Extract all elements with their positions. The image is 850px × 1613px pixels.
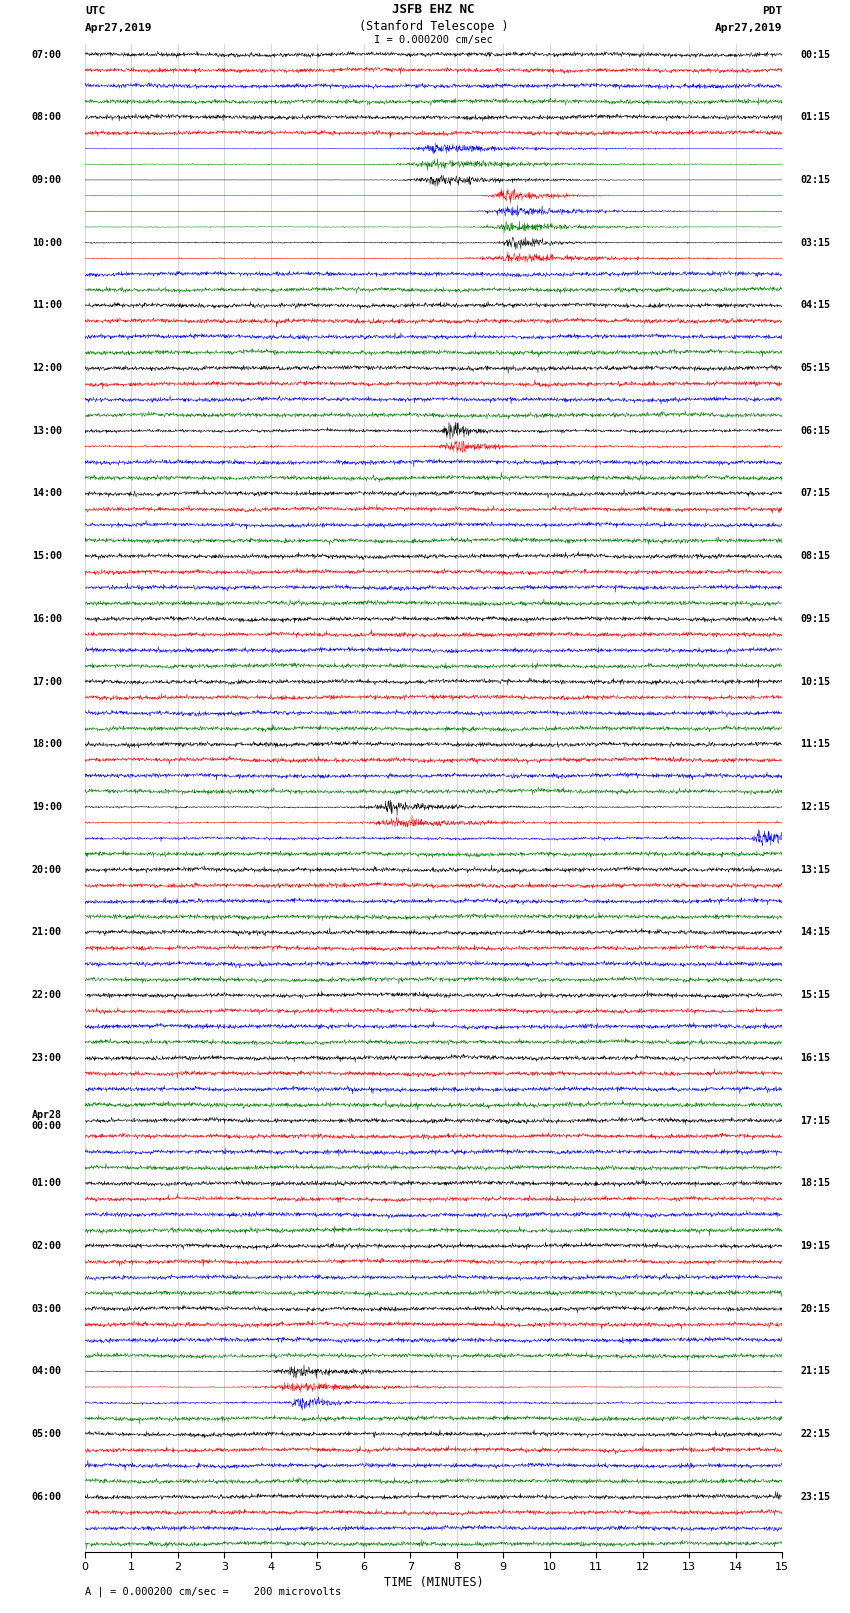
Text: 07:15: 07:15 — [801, 489, 830, 498]
Text: 00:15: 00:15 — [801, 50, 830, 60]
Text: 10:00: 10:00 — [31, 237, 62, 248]
Text: 12:00: 12:00 — [31, 363, 62, 373]
Text: 05:00: 05:00 — [31, 1429, 62, 1439]
Text: 11:00: 11:00 — [31, 300, 62, 310]
X-axis label: TIME (MINUTES): TIME (MINUTES) — [383, 1576, 484, 1589]
Text: 12:15: 12:15 — [801, 802, 830, 811]
Text: 03:00: 03:00 — [31, 1303, 62, 1313]
Text: 23:15: 23:15 — [801, 1492, 830, 1502]
Text: (Stanford Telescope ): (Stanford Telescope ) — [359, 19, 508, 32]
Text: 22:00: 22:00 — [31, 990, 62, 1000]
Text: 16:15: 16:15 — [801, 1053, 830, 1063]
Text: 13:15: 13:15 — [801, 865, 830, 874]
Text: 15:00: 15:00 — [31, 552, 62, 561]
Text: 01:15: 01:15 — [801, 113, 830, 123]
Text: Apr27,2019: Apr27,2019 — [85, 23, 152, 32]
Text: 07:00: 07:00 — [31, 50, 62, 60]
Text: 11:15: 11:15 — [801, 739, 830, 750]
Text: 13:00: 13:00 — [31, 426, 62, 436]
Text: 09:00: 09:00 — [31, 174, 62, 185]
Text: 03:15: 03:15 — [801, 237, 830, 248]
Text: 16:00: 16:00 — [31, 615, 62, 624]
Text: 14:00: 14:00 — [31, 489, 62, 498]
Text: 09:15: 09:15 — [801, 615, 830, 624]
Text: 22:15: 22:15 — [801, 1429, 830, 1439]
Text: 18:15: 18:15 — [801, 1177, 830, 1189]
Text: 06:00: 06:00 — [31, 1492, 62, 1502]
Text: 05:15: 05:15 — [801, 363, 830, 373]
Text: UTC: UTC — [85, 6, 105, 16]
Text: 04:00: 04:00 — [31, 1366, 62, 1376]
Text: 14:15: 14:15 — [801, 927, 830, 937]
Text: PDT: PDT — [762, 6, 782, 16]
Text: Apr28
00:00: Apr28 00:00 — [31, 1110, 62, 1131]
Text: 21:15: 21:15 — [801, 1366, 830, 1376]
Text: 01:00: 01:00 — [31, 1177, 62, 1189]
Text: I = 0.000200 cm/sec: I = 0.000200 cm/sec — [374, 35, 493, 45]
Text: 08:00: 08:00 — [31, 113, 62, 123]
Text: 19:15: 19:15 — [801, 1240, 830, 1252]
Text: 10:15: 10:15 — [801, 676, 830, 687]
Text: 18:00: 18:00 — [31, 739, 62, 750]
Text: JSFB EHZ NC: JSFB EHZ NC — [392, 3, 475, 16]
Text: 20:00: 20:00 — [31, 865, 62, 874]
Text: 23:00: 23:00 — [31, 1053, 62, 1063]
Text: 02:15: 02:15 — [801, 174, 830, 185]
Text: A | = 0.000200 cm/sec =    200 microvolts: A | = 0.000200 cm/sec = 200 microvolts — [85, 1586, 341, 1597]
Text: Apr27,2019: Apr27,2019 — [715, 23, 782, 32]
Text: 02:00: 02:00 — [31, 1240, 62, 1252]
Text: 08:15: 08:15 — [801, 552, 830, 561]
Text: 17:15: 17:15 — [801, 1116, 830, 1126]
Text: 15:15: 15:15 — [801, 990, 830, 1000]
Text: 20:15: 20:15 — [801, 1303, 830, 1313]
Text: 21:00: 21:00 — [31, 927, 62, 937]
Text: 06:15: 06:15 — [801, 426, 830, 436]
Text: 04:15: 04:15 — [801, 300, 830, 310]
Text: 19:00: 19:00 — [31, 802, 62, 811]
Text: 17:00: 17:00 — [31, 676, 62, 687]
